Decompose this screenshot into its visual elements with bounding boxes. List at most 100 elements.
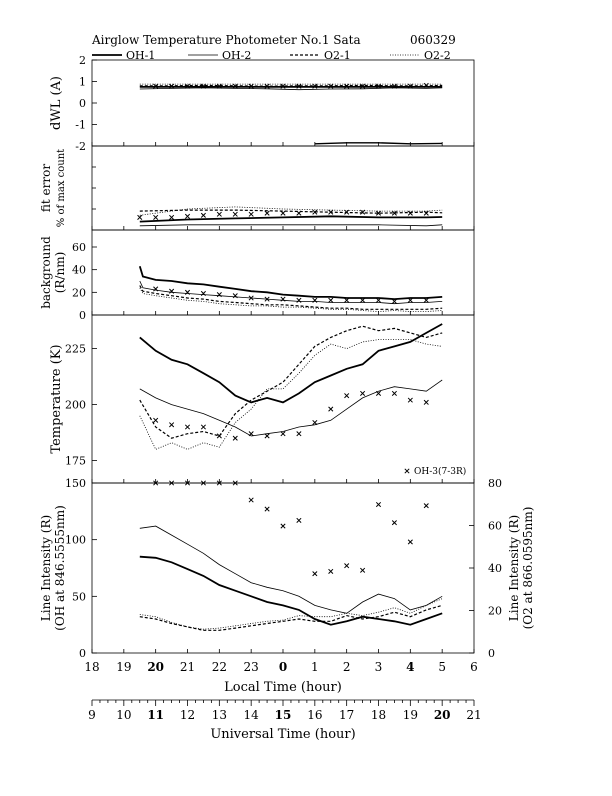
marker-oh3-intensity [344, 563, 350, 569]
ut-tick-label: 11 [147, 708, 164, 722]
series-o2-1-background [139, 285, 443, 310]
marker-oh3-fit-error [407, 210, 413, 216]
marker-oh3-temperature [360, 390, 366, 396]
marker-oh3-temperature [280, 431, 286, 437]
lt-tick-label: 19 [116, 660, 131, 674]
marker-oh3-intensity [184, 480, 191, 486]
marker-oh3-background [312, 297, 318, 303]
series-oh-3-offset-dWL [314, 142, 443, 145]
marker-oh3-fit-error [169, 214, 175, 220]
plot-panels: 2 1 0 -1 -2 dWL (A) fit error% of max count 60 4… [39, 54, 535, 660]
marker-oh3-fit-error [423, 210, 429, 216]
marker-oh3-dWL [200, 83, 206, 89]
marker-oh3-fit-error [391, 210, 397, 216]
marker-oh3-dWL [328, 83, 334, 89]
ylabel-temperature: Temperature (K) [49, 344, 64, 453]
marker-oh3-background [232, 293, 238, 299]
ytick-label-temperature: 225 [65, 343, 86, 356]
marker-oh3-temperature [407, 397, 413, 403]
ylabel-dWL: dWL (A) [49, 76, 64, 130]
ytick-label-background: 60 [72, 241, 86, 254]
lt-tick-label: 4 [406, 660, 414, 674]
ut-tick-label: 13 [212, 708, 227, 722]
ytick-label-intensity: 0 [79, 647, 86, 660]
marker-oh3-intensity [407, 539, 413, 545]
marker-oh3-background [264, 296, 270, 302]
marker-oh3-fit-error [344, 209, 350, 215]
ytick-label-dWL: 1 [79, 76, 86, 89]
marker-oh3-fit-error [296, 210, 302, 216]
marker-oh3-fit-error [248, 211, 254, 217]
marker-oh3-fit-error [153, 214, 159, 220]
marker-oh3-fit-error [232, 211, 238, 217]
marker-oh3-dWL [216, 83, 222, 89]
marker-oh3-background [216, 292, 222, 298]
ylabel2-fit-error: % of max count [56, 149, 67, 227]
ut-tick-label: 20 [434, 708, 451, 722]
marker-oh3-dWL [375, 83, 382, 89]
series-oh-1-intensity [139, 555, 443, 626]
legend-label-o2-2: O2-2 [424, 49, 451, 62]
series-o2-2-intensity [139, 598, 443, 630]
marker-oh3-dWL [344, 83, 350, 89]
panel-frame-dWL [91, 59, 475, 147]
series-o2-2-fit-error [139, 206, 443, 216]
marker-oh3-intensity [232, 480, 238, 486]
marker-oh3-dWL [153, 83, 159, 89]
series-oh-2-temperature [139, 379, 443, 437]
marker-oh3-dWL [264, 83, 270, 89]
series-o2-1-fit-error [139, 209, 443, 214]
figure-date: 060329 [410, 33, 456, 47]
marker-oh3-background [200, 290, 206, 297]
series-oh-2-background [139, 280, 443, 305]
panel-frame-temperature [91, 314, 475, 484]
marker-oh3-dWL [407, 83, 413, 89]
marker-legend-label: OH-3(7-3R) [414, 466, 466, 477]
marker-oh3-background [169, 288, 175, 294]
marker-oh3-dWL [280, 83, 286, 89]
marker-oh3-temperature [344, 393, 350, 399]
ytick-label-temperature: 175 [65, 455, 86, 468]
ut-tick-label: 10 [116, 708, 131, 722]
ytick-right-label-intensity: 40 [488, 562, 502, 575]
ytick-right-label-intensity: 20 [488, 605, 502, 618]
ylabel-background: background [39, 236, 53, 309]
marker-oh3-dWL [423, 82, 429, 88]
marker-oh3-fit-error [184, 213, 191, 219]
ytick-label-intensity: 150 [65, 477, 86, 490]
series-oh-2-intensity [139, 525, 443, 614]
legend-label-oh-2: OH-2 [222, 49, 251, 62]
marker-oh3-temperature [216, 433, 222, 439]
legend: OH-1 OH-2 O2-1 O2-2 [92, 49, 451, 62]
marker-oh3-temperature [248, 431, 254, 437]
ytick-right-label-intensity: 60 [488, 520, 502, 533]
series-o2-1-temperature [139, 325, 443, 439]
marker-oh3-background [344, 297, 350, 303]
marker-oh3-fit-error [216, 211, 222, 217]
ytick-right-label-intensity: 80 [488, 477, 502, 490]
marker-oh3-temperature [232, 435, 238, 441]
panel-background: 60 40 20 0 background (R/nm) [39, 229, 475, 322]
ut-tick-label: 19 [403, 708, 418, 722]
series-oh-2-dWL [139, 87, 443, 91]
marker-oh3-background [153, 286, 159, 292]
marker-oh3-background [391, 298, 397, 304]
marker-oh3-fit-error [280, 210, 286, 216]
ylabel2-background: (R/nm) [53, 252, 67, 294]
ytick-label-dWL: -2 [75, 140, 86, 153]
marker-oh3-background [375, 297, 382, 303]
series-o2-1-dWL [139, 84, 443, 87]
ytick-label-background: 0 [79, 309, 86, 322]
ylabel-fit-error: fit error [39, 164, 53, 212]
ut-tick-label: 21 [466, 708, 481, 722]
marker-oh3-fit-error [137, 214, 143, 220]
marker-oh3-intensity [296, 517, 302, 523]
series-o2-1-intensity [139, 604, 443, 631]
lt-tick-label: 6 [470, 660, 478, 674]
marker-oh3-temperature [169, 422, 175, 428]
marker-oh3-intensity [280, 523, 286, 529]
lt-tick-label: 18 [84, 660, 99, 674]
marker-oh3-fit-error [360, 209, 366, 215]
panel-dWL: 2 1 0 -1 -2 dWL (A) [49, 54, 475, 153]
